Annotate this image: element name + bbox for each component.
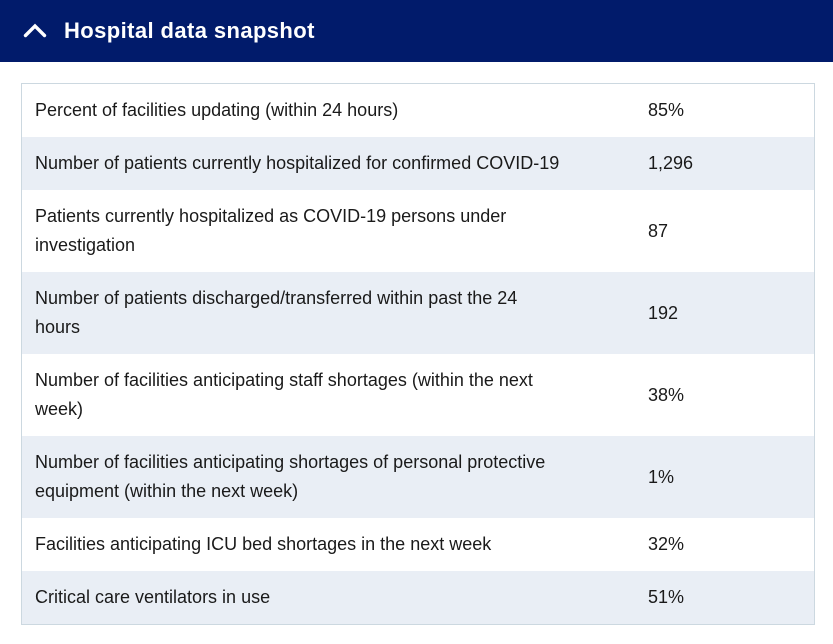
row-label: Critical care ventilators in use [35,587,271,607]
row-value: 85% [648,100,685,120]
table-row: Patients currently hospitalized as COVID… [22,190,814,272]
row-value: 87 [648,220,669,241]
row-label: Number of patients currently hospitalize… [35,153,560,173]
row-label: Patients currently hospitalized as COVID… [35,206,507,255]
row-value: 1% [648,466,675,487]
row-label: Number of facilities anticipating staff … [35,370,533,419]
row-label: Number of facilities anticipating shorta… [35,452,546,501]
hospital-data-table: Percent of facilities updating (within 2… [21,83,815,625]
table-row: Number of facilities anticipating staff … [22,354,814,436]
row-value: 1,296 [648,153,694,173]
row-value: 192 [648,302,679,323]
row-label: Number of patients discharged/transferre… [35,288,518,337]
row-label: Facilities anticipating ICU bed shortage… [35,534,492,554]
row-value: 38% [648,384,685,405]
table-row: Percent of facilities updating (within 2… [22,84,814,137]
row-label: Percent of facilities updating (within 2… [35,100,399,120]
chevron-up-icon[interactable] [23,22,47,40]
table-row: Number of facilities anticipating shorta… [22,436,814,518]
accordion-header-hospital-data[interactable]: Hospital data snapshot [0,0,833,62]
panel-title: Hospital data snapshot [64,18,315,43]
table-row: Number of patients currently hospitalize… [22,137,814,190]
table-row: Facilities anticipating ICU bed shortage… [22,518,814,571]
row-value: 32% [648,534,685,554]
row-value: 51% [648,587,685,607]
table-row: Number of patients discharged/transferre… [22,272,814,354]
table-row: Critical care ventilators in use 51% [22,571,814,624]
